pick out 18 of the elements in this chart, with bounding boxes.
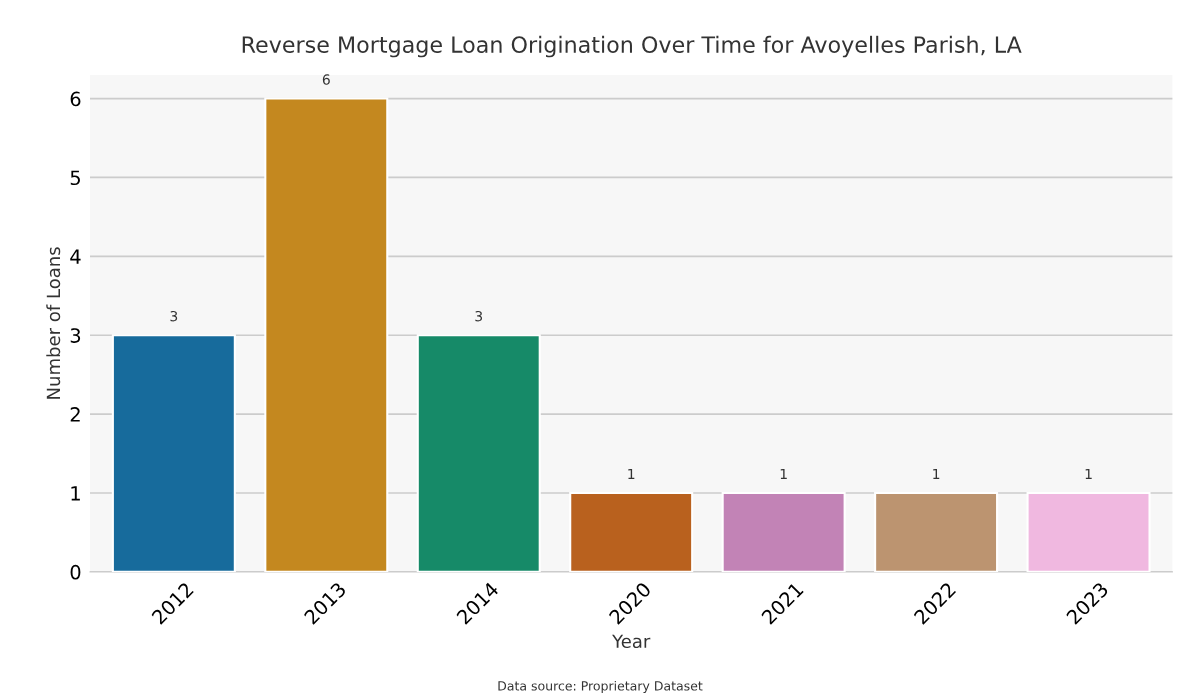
- y-tick-label: 0: [70, 564, 81, 580]
- y-tick-label: 6: [70, 91, 81, 107]
- data-label: 1: [1085, 468, 1092, 480]
- y-tick-label: 2: [70, 407, 80, 422]
- data-label: 3: [475, 310, 483, 322]
- y-axis-title: Number of Loans: [46, 247, 61, 399]
- y-tick-label: 5: [70, 170, 80, 186]
- chart-title: Reverse Mortgage Loan Origination Over Time for Avoyelles Parish, LA: [242, 35, 1022, 58]
- y-tick-label: 3: [70, 328, 81, 343]
- data-label: 1: [933, 468, 940, 480]
- data-label: 3: [170, 310, 178, 322]
- x-axis-title: Year: [612, 634, 651, 649]
- y-tick-label: 1: [71, 486, 80, 501]
- data-label: 6: [322, 74, 330, 85]
- y-tick-label: 4: [70, 249, 81, 264]
- source-note: Data source: Proprietary Dataset: [498, 680, 703, 693]
- data-label: 1: [780, 468, 787, 480]
- data-label: 1: [628, 468, 635, 480]
